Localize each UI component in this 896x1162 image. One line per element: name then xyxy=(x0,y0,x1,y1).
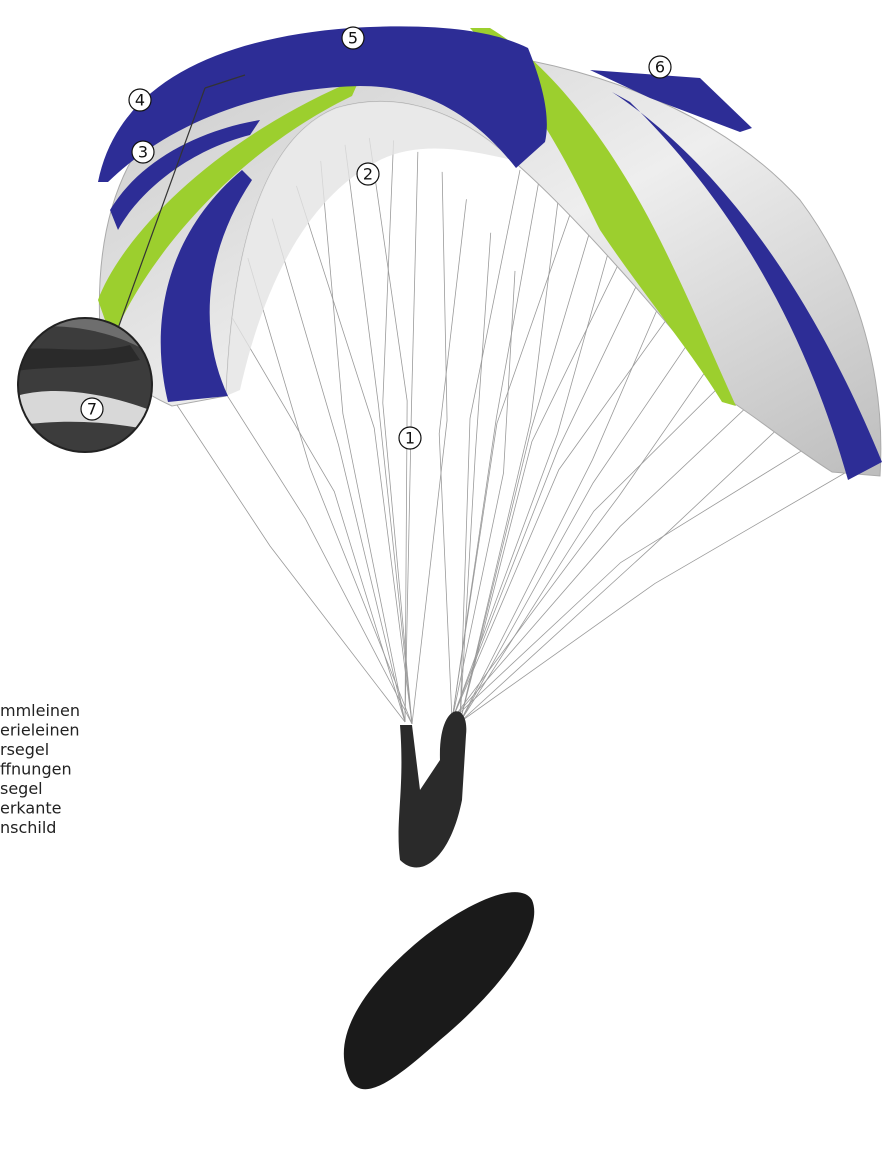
suspension-line xyxy=(460,189,603,722)
suspension-line xyxy=(452,199,623,720)
callout-number: 4 xyxy=(135,91,145,110)
suspension-line xyxy=(224,303,405,722)
callout-number: 5 xyxy=(348,29,358,48)
suspension-line xyxy=(460,175,561,722)
suspension-line xyxy=(452,434,829,720)
suspension-line xyxy=(175,402,405,722)
suspension-line xyxy=(321,161,405,722)
callout-number: 2 xyxy=(363,165,373,184)
legend-item: nschild xyxy=(0,818,56,837)
suspension-line xyxy=(460,245,685,722)
callout: 2 xyxy=(357,163,379,185)
suspension-line xyxy=(452,368,788,720)
suspension-line xyxy=(452,181,582,720)
suspension-line xyxy=(296,186,412,724)
legend-item: segel xyxy=(0,779,43,798)
legend-item: erkante xyxy=(0,799,61,818)
suspension-line xyxy=(412,172,447,724)
legend-item: mmleinen xyxy=(0,701,80,720)
callout-number: 6 xyxy=(655,58,665,77)
suspension-line xyxy=(452,312,747,720)
callout: 1 xyxy=(399,427,421,449)
legend: mmleinenerieleinenrsegelffnungensegelerk… xyxy=(0,701,80,837)
suspension-line xyxy=(452,265,706,720)
callout-number: 3 xyxy=(138,143,148,162)
suspension-line xyxy=(460,233,491,722)
legend-item: rsegel xyxy=(0,740,49,759)
suspension-line xyxy=(369,138,407,722)
callout-number: 1 xyxy=(405,429,415,448)
callout: 6 xyxy=(649,56,671,78)
legend-item: erieleinen xyxy=(0,721,80,740)
suspension-line xyxy=(460,470,850,722)
pilot xyxy=(399,711,467,867)
harness xyxy=(344,892,534,1089)
page: {"callouts": ["1", "2", "3", "4", "5", "… xyxy=(0,0,896,1162)
suspension-line xyxy=(460,212,644,722)
callout: 5 xyxy=(342,27,364,49)
callout: 3 xyxy=(132,141,154,163)
suspension-line xyxy=(199,352,412,724)
suspension-line xyxy=(460,287,726,722)
callout: 4 xyxy=(129,89,151,111)
paraglider-diagram: 1 2 3 4 5 6 7 mmleinenerieleinenrsegelff… xyxy=(0,0,896,1162)
legend-item: ffnungen xyxy=(0,760,72,779)
suspension-line xyxy=(460,400,809,722)
callout-number: 7 xyxy=(87,400,97,419)
callout: 7 xyxy=(81,398,103,420)
